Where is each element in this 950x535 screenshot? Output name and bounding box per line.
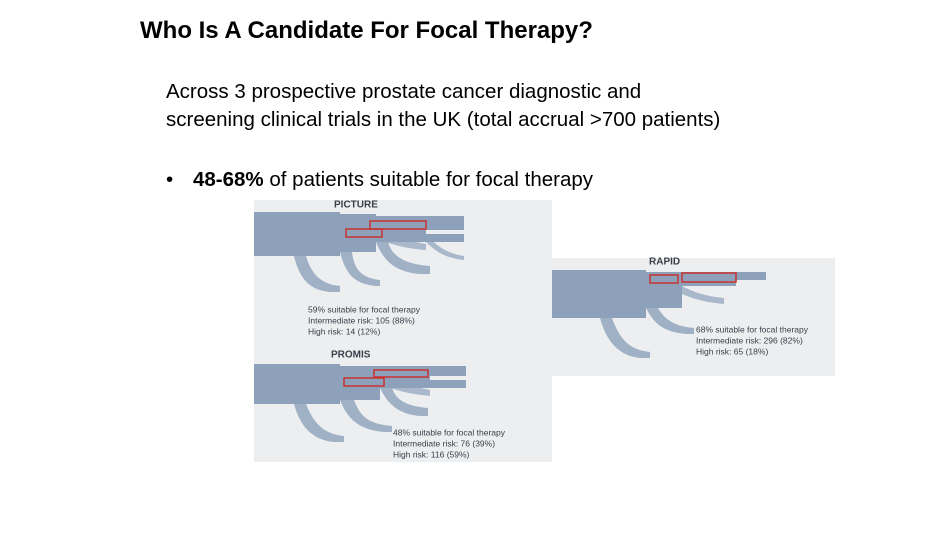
figure-caption: 48% suitable for focal therapy	[393, 427, 506, 437]
highlight	[649, 274, 679, 284]
highlight	[681, 272, 737, 283]
figure-caption: High risk: 116 (59%)	[393, 449, 470, 459]
sankey-rapid	[552, 270, 766, 358]
figure-caption: 68% suitable for focal therapy	[696, 324, 809, 334]
highlight	[343, 377, 385, 387]
figure-caption: High risk: 65 (18%)	[696, 346, 768, 356]
figure-caption: Intermediate risk: 76 (39%)	[393, 438, 495, 448]
bullet-bold: 48-68%	[193, 168, 264, 191]
figure-label: PROMIS	[331, 350, 371, 361]
highlight	[345, 228, 383, 238]
figure-label: PICTURE	[334, 200, 378, 211]
figure-label: RAPID	[649, 257, 680, 268]
slide-title: Who Is A Candidate For Focal Therapy?	[140, 17, 593, 44]
bullet: • 48-68% of patients suitable for focal t…	[166, 168, 593, 192]
bullet-dot: •	[166, 168, 174, 191]
highlight	[369, 220, 427, 230]
paragraph: Across 3 prospective prostate cancer dia…	[166, 80, 721, 131]
highlight	[373, 369, 429, 378]
figure-caption: 59% suitable for focal therapy	[308, 304, 421, 314]
figure-caption: Intermediate risk: 296 (82%)	[696, 335, 803, 345]
figure-caption: Intermediate risk: 105 (88%)	[308, 315, 415, 325]
figure-caption: High risk: 14 (12%)	[308, 326, 380, 336]
sankey-promis	[254, 364, 466, 442]
bullet-text: of patients suitable for focal therapy	[269, 168, 594, 191]
